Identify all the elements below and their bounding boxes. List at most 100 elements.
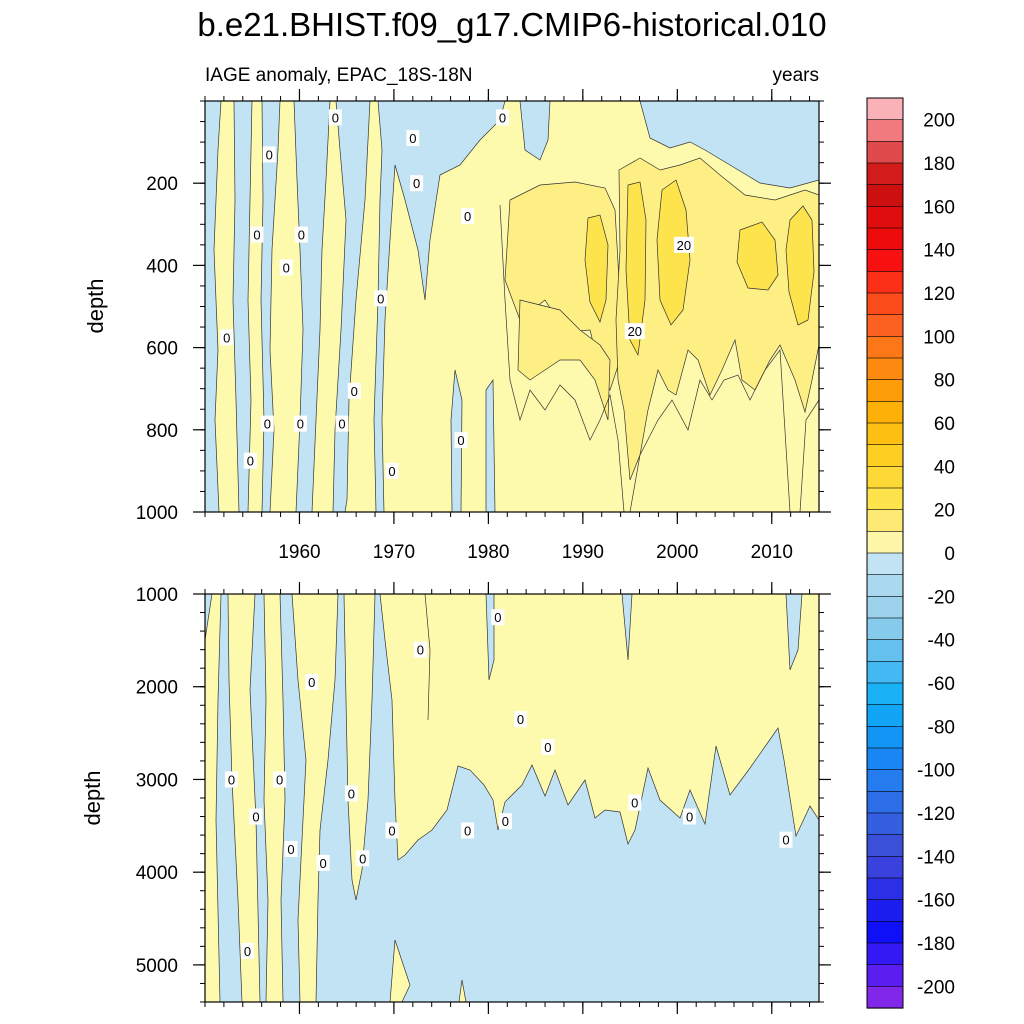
colorbar-swatch: [866, 574, 904, 597]
contour-label: 0: [224, 771, 238, 788]
y-tick-label: 2000: [136, 678, 178, 699]
contour-label: 0: [385, 822, 399, 839]
colorbar-swatch: [866, 877, 904, 901]
contour-label-bg: [683, 808, 697, 825]
contour-label-bg: [273, 771, 287, 788]
contour-label: 0: [374, 290, 388, 307]
colorbar-swatch: [866, 942, 904, 966]
contour-label: 0: [461, 822, 475, 839]
x-tick-label: 1980: [467, 542, 509, 563]
contour-label-bg: [316, 854, 330, 871]
colorbar-swatch: [866, 444, 904, 467]
contour-label-bg: [328, 109, 342, 126]
colorbar-label: -80: [928, 717, 955, 738]
colorbar-swatch: [866, 834, 904, 857]
colorbar-frame: [866, 97, 904, 1009]
contour-label-bg: [406, 129, 420, 146]
contour-label-text: 0: [283, 260, 290, 275]
colorbar-swatch: [866, 97, 904, 121]
upper-contour-line: [799, 399, 819, 512]
colorbar-label: 0: [944, 544, 955, 565]
lower-y-axis-label: depth: [80, 770, 105, 825]
contour-label: 0: [413, 641, 427, 658]
upper-negative-region: [332, 101, 371, 512]
colorbar-label: 60: [934, 414, 955, 435]
colorbar-swatch: [866, 726, 904, 749]
colorbar-swatch: [866, 704, 904, 727]
lower-contour-labels: 0 0 0 0 0 0 0 0 0 0 0 0 0 0 0 0 0 0 0: [224, 609, 793, 959]
contour-label-text: 0: [223, 330, 230, 345]
y-tick-label: 400: [146, 256, 178, 277]
contour-label-text: 0: [544, 740, 551, 755]
contour-label-bg: [344, 785, 358, 802]
colorbar-swatch: [866, 661, 904, 684]
contour-label-bg: [260, 415, 274, 432]
colorbar: 200180160140120100806040200-20-40-60-80-…: [866, 97, 955, 1009]
contour-label-text: 0: [247, 454, 254, 469]
contour-label: 0: [243, 452, 257, 469]
contour-label-text: 0: [377, 291, 384, 306]
upper-x-axis: 1960 1970 1980 1990 2000 2010: [204, 89, 811, 563]
contour-label-text: 0: [782, 833, 789, 848]
contour-label: 0: [241, 943, 255, 959]
colorbar-swatch: [866, 552, 904, 576]
contour-label-bg: [541, 739, 555, 755]
x-tick-label: 2000: [656, 542, 698, 563]
colorbar-label: 160: [923, 197, 955, 218]
contour-label-bg: [779, 831, 793, 848]
contour-label-text: 0: [499, 110, 506, 125]
contour-label-text: 0: [253, 228, 260, 243]
colorbar-swatch: [866, 531, 904, 554]
contour-label: 20: [624, 323, 645, 340]
contour-label-text: 0: [517, 712, 524, 727]
upper-contour-line: [499, 204, 625, 512]
colorbar-swatch: [866, 119, 904, 142]
x-tick-label: 1990: [562, 542, 604, 563]
contour-label: 0: [262, 146, 276, 163]
colorbar-swatch: [866, 249, 904, 272]
y-tick-label: 1000: [136, 503, 178, 524]
contour-label: 0: [294, 226, 308, 243]
colorbar-swatch: [866, 422, 904, 446]
contour-label: 0: [491, 609, 505, 626]
upper-contour-fills: [205, 101, 819, 512]
contour-label: 0: [344, 785, 358, 802]
colorbar-label: 40: [934, 457, 955, 478]
lower-positive-region: [205, 594, 222, 1002]
colorbar-swatch: [866, 401, 904, 424]
contour-label-bg: [410, 175, 424, 192]
colorbar-swatch: [866, 141, 904, 164]
contour-label-bg: [454, 432, 468, 449]
contour-label: 0: [220, 329, 234, 346]
lower-positive-region: [389, 939, 411, 1002]
upper-negative-region: [260, 101, 281, 512]
colorbar-swatch: [866, 769, 904, 792]
colorbar-swatch: [866, 271, 904, 294]
colorbar-swatch: [866, 617, 904, 641]
contour-label-text: 0: [686, 810, 693, 825]
contour-label: 0: [498, 813, 512, 830]
contour-label-bg: [356, 850, 370, 867]
colorbar-swatch: [866, 379, 904, 402]
contour-label: 0: [628, 794, 642, 811]
contour-label-bg: [624, 323, 645, 340]
contour-label: 0: [683, 808, 697, 825]
contour-label-bg: [294, 226, 308, 243]
contour-label: 0: [284, 841, 298, 857]
contour-label: 0: [293, 415, 307, 432]
contour-label-bg: [496, 109, 510, 126]
colorbar-label: 20: [934, 501, 955, 522]
colorbar-swatch: [866, 466, 904, 489]
colorbar-label: -200: [917, 977, 955, 998]
contour-label: 0: [514, 711, 528, 728]
colorbar-swatch: [866, 509, 904, 532]
contour-label-text: 20: [677, 238, 691, 253]
contour-label: 0: [328, 109, 342, 126]
contour-label-bg: [284, 841, 298, 857]
contour-label: 0: [305, 674, 319, 691]
contour-label-text: 0: [631, 796, 638, 811]
lower-y-axis: 1000 2000 3000 4000 5000: [136, 585, 831, 1003]
